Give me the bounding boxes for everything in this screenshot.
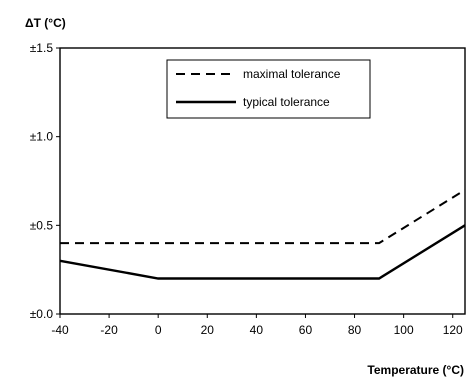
x-tick-label: 60 [299, 323, 313, 337]
y-ticks: ±0.0 ±0.5 ±1.0 ±1.5 [30, 41, 60, 321]
y-axis-label: ΔT (°C) [25, 16, 66, 30]
legend-label-typical-tolerance: typical tolerance [243, 95, 330, 109]
x-tick-label: 0 [155, 323, 162, 337]
y-tick-label: ±1.0 [30, 130, 54, 144]
x-tick-label: 100 [394, 323, 414, 337]
legend-box [166, 59, 371, 119]
x-tick-label: 20 [201, 323, 215, 337]
x-tick-label: -40 [51, 323, 69, 337]
y-tick-label: ±0.5 [30, 218, 54, 232]
series-line-typical-tolerance [59, 224, 466, 280]
x-tick-label: 40 [250, 323, 264, 337]
x-ticks: -40 -20 0 20 40 60 80 100 120 [51, 314, 463, 337]
plot-frame [59, 47, 466, 315]
series-group [59, 189, 466, 280]
y-tick-label: ±1.5 [30, 41, 54, 55]
x-tick-label: -20 [100, 323, 118, 337]
x-tick-label: 80 [348, 323, 362, 337]
x-axis-label: Temperature (°C) [367, 363, 464, 377]
series-line-maximal-tolerance [60, 189, 466, 245]
legend: maximal tolerance typical tolerance [166, 59, 371, 119]
y-tick-label: ±0.0 [30, 307, 54, 321]
legend-label-maximal-tolerance: maximal tolerance [243, 67, 341, 81]
x-tick-label: 120 [443, 323, 463, 337]
